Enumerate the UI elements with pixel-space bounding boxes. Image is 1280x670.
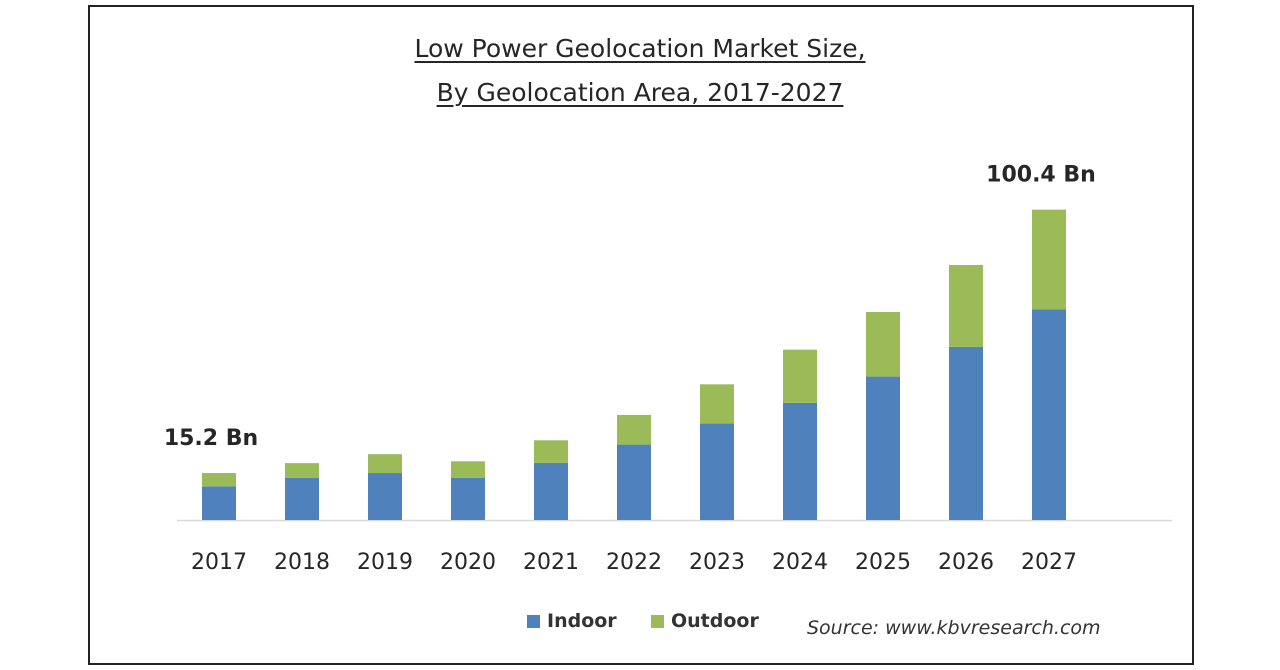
bar-indoor-2017 [202, 486, 236, 520]
x-tick-label-2026: 2026 [938, 550, 994, 575]
x-tick-label-2023: 2023 [689, 550, 745, 575]
bar-outdoor-2017 [202, 473, 236, 487]
bar-outdoor-2021 [534, 440, 568, 463]
chart-title-line-1: Low Power Geolocation Market Size, [414, 34, 866, 63]
bar-indoor-2024 [783, 402, 817, 520]
chart-frame [88, 5, 1194, 665]
legend-label-outdoor: Outdoor [671, 610, 759, 632]
bar-outdoor-2020 [451, 461, 485, 478]
bar-indoor-2026 [949, 346, 983, 520]
bar-outdoor-2027 [1032, 209, 1066, 310]
bar-indoor-2023 [700, 423, 734, 520]
bar-indoor-2022 [617, 444, 651, 520]
bar-indoor-2020 [451, 477, 485, 520]
bar-outdoor-2026 [949, 265, 983, 347]
x-tick-label-2027: 2027 [1021, 550, 1077, 575]
bar-indoor-2018 [285, 477, 319, 520]
legend-item-outdoor: Outdoor [651, 610, 759, 632]
bar-outdoor-2019 [368, 454, 402, 474]
legend-swatch-outdoor [651, 614, 664, 628]
x-tick-label-2021: 2021 [523, 550, 579, 575]
bar-outdoor-2023 [700, 384, 734, 424]
legend-label-indoor: Indoor [547, 610, 617, 632]
x-tick-label-2018: 2018 [274, 550, 330, 575]
x-tick-label-2020: 2020 [440, 550, 496, 575]
x-tick-label-2017: 2017 [191, 550, 247, 575]
bar-outdoor-2025 [866, 311, 900, 377]
bar-indoor-2025 [866, 376, 900, 520]
bar-indoor-2027 [1032, 309, 1066, 520]
bar-indoor-2019 [368, 473, 402, 520]
x-tick-label-2019: 2019 [357, 550, 413, 575]
x-tick-label-2024: 2024 [772, 550, 828, 575]
x-tick-label-2025: 2025 [855, 550, 911, 575]
bar-outdoor-2018 [285, 463, 319, 478]
legend-item-indoor: Indoor [527, 610, 617, 632]
data-label-2017: 15.2 Bn [164, 426, 258, 451]
bar-outdoor-2022 [617, 414, 651, 445]
chart-title-line-2: By Geolocation Area, 2017-2027 [436, 78, 844, 107]
bar-indoor-2021 [534, 462, 568, 520]
legend-swatch-indoor [527, 614, 540, 628]
data-label-2027: 100.4 Bn [986, 163, 1096, 188]
source-note: Source: www.kbvresearch.com [807, 617, 1101, 639]
x-tick-label-2022: 2022 [606, 550, 662, 575]
bar-outdoor-2024 [783, 349, 817, 403]
